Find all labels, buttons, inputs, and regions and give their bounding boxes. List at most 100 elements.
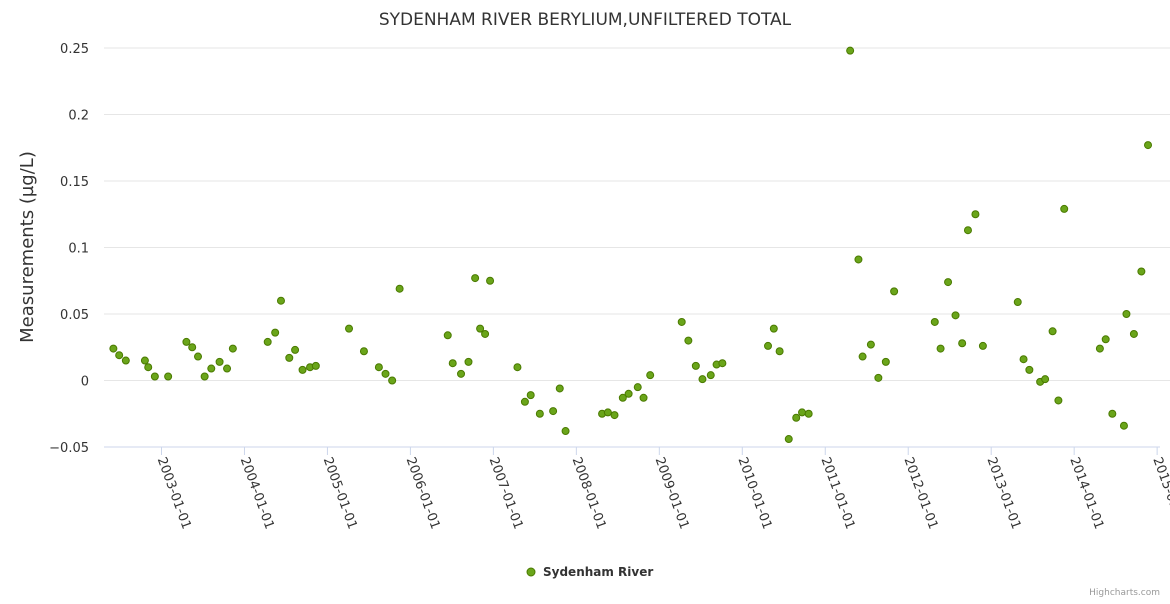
- credits-link[interactable]: Highcharts.com: [1089, 588, 1160, 598]
- data-point[interactable]: [1129, 329, 1138, 338]
- data-point[interactable]: [115, 351, 124, 360]
- data-point[interactable]: [291, 345, 300, 354]
- data-point[interactable]: [963, 226, 972, 235]
- data-point[interactable]: [610, 411, 619, 420]
- data-point[interactable]: [1048, 327, 1057, 336]
- data-point[interactable]: [951, 311, 960, 320]
- data-point[interactable]: [1119, 421, 1128, 430]
- data-point[interactable]: [561, 427, 570, 436]
- data-point[interactable]: [971, 210, 980, 219]
- data-point[interactable]: [684, 336, 693, 345]
- data-point[interactable]: [263, 337, 272, 346]
- data-point[interactable]: [526, 391, 535, 400]
- data-point[interactable]: [792, 413, 801, 422]
- data-point[interactable]: [1019, 355, 1028, 364]
- data-point[interactable]: [486, 276, 495, 285]
- data-point[interactable]: [958, 339, 967, 348]
- data-point[interactable]: [1054, 396, 1063, 405]
- data-point[interactable]: [858, 352, 867, 361]
- data-point[interactable]: [109, 344, 118, 353]
- data-point[interactable]: [775, 347, 784, 356]
- data-point[interactable]: [769, 324, 778, 333]
- data-point[interactable]: [846, 46, 855, 55]
- data-point[interactable]: [1013, 298, 1022, 307]
- data-point[interactable]: [448, 359, 457, 368]
- data-point[interactable]: [443, 331, 452, 340]
- data-point[interactable]: [798, 408, 807, 417]
- legend-item-sydenham-river[interactable]: Sydenham River: [543, 565, 653, 579]
- data-point[interactable]: [207, 364, 216, 373]
- data-point[interactable]: [520, 397, 529, 406]
- data-point[interactable]: [140, 356, 149, 365]
- data-point[interactable]: [194, 352, 203, 361]
- data-point[interactable]: [930, 317, 939, 326]
- data-point[interactable]: [1095, 344, 1104, 353]
- data-point[interactable]: [1041, 375, 1050, 384]
- data-point[interactable]: [706, 371, 715, 380]
- data-point[interactable]: [276, 296, 285, 305]
- data-point[interactable]: [874, 373, 883, 382]
- data-point[interactable]: [1108, 409, 1117, 418]
- data-point[interactable]: [223, 364, 232, 373]
- data-point[interactable]: [1101, 335, 1110, 344]
- data-point[interactable]: [345, 324, 354, 333]
- data-point[interactable]: [228, 344, 237, 353]
- data-point[interactable]: [936, 344, 945, 353]
- data-point[interactable]: [457, 369, 466, 378]
- data-point[interactable]: [359, 347, 368, 356]
- data-point[interactable]: [121, 356, 130, 365]
- data-point[interactable]: [1122, 310, 1131, 318]
- data-point[interactable]: [476, 324, 485, 333]
- data-point[interactable]: [164, 372, 173, 381]
- data-point[interactable]: [549, 407, 558, 416]
- data-point[interactable]: [1060, 204, 1069, 213]
- data-point[interactable]: [603, 408, 612, 417]
- data-point[interactable]: [188, 343, 197, 352]
- legend[interactable]: Sydenham River: [526, 565, 653, 579]
- data-point[interactable]: [944, 278, 953, 287]
- data-point[interactable]: [1144, 141, 1153, 150]
- data-point[interactable]: [633, 383, 642, 392]
- data-point[interactable]: [271, 328, 280, 337]
- series-sydenham-river[interactable]: [109, 46, 1153, 444]
- data-point[interactable]: [144, 363, 153, 372]
- data-point[interactable]: [677, 317, 686, 326]
- data-point[interactable]: [624, 389, 633, 398]
- data-point[interactable]: [513, 363, 522, 372]
- data-point[interactable]: [804, 409, 813, 418]
- data-point[interactable]: [618, 393, 627, 402]
- data-point[interactable]: [784, 435, 793, 444]
- data-point[interactable]: [298, 365, 307, 374]
- data-point[interactable]: [718, 359, 727, 368]
- data-point[interactable]: [182, 337, 191, 346]
- data-point[interactable]: [555, 384, 564, 393]
- data-point[interactable]: [381, 369, 390, 378]
- data-point[interactable]: [691, 361, 700, 370]
- data-point[interactable]: [866, 340, 875, 349]
- data-point[interactable]: [471, 274, 480, 283]
- data-point[interactable]: [374, 363, 383, 372]
- data-point[interactable]: [285, 353, 294, 362]
- data-point[interactable]: [698, 375, 707, 384]
- data-point[interactable]: [388, 376, 397, 385]
- data-point[interactable]: [464, 357, 473, 366]
- data-point[interactable]: [1137, 267, 1146, 276]
- data-point[interactable]: [535, 409, 544, 418]
- data-point[interactable]: [854, 255, 863, 264]
- data-point[interactable]: [646, 371, 655, 380]
- data-point[interactable]: [311, 361, 320, 370]
- data-point[interactable]: [764, 341, 773, 350]
- x-axis: 2003-01-01 2004-01-01 2005-01-01 2006-01-01…: [104, 446, 1170, 531]
- data-point[interactable]: [395, 284, 404, 293]
- data-point[interactable]: [215, 357, 224, 366]
- data-point[interactable]: [639, 393, 648, 402]
- legend-marker: [526, 567, 536, 577]
- y-tick-label: −0.05: [49, 441, 89, 456]
- data-point[interactable]: [890, 287, 899, 296]
- data-point[interactable]: [978, 341, 987, 350]
- data-point[interactable]: [150, 372, 159, 381]
- data-point[interactable]: [200, 372, 209, 381]
- data-point[interactable]: [1025, 365, 1034, 374]
- data-point[interactable]: [481, 329, 490, 338]
- data-point[interactable]: [881, 357, 890, 366]
